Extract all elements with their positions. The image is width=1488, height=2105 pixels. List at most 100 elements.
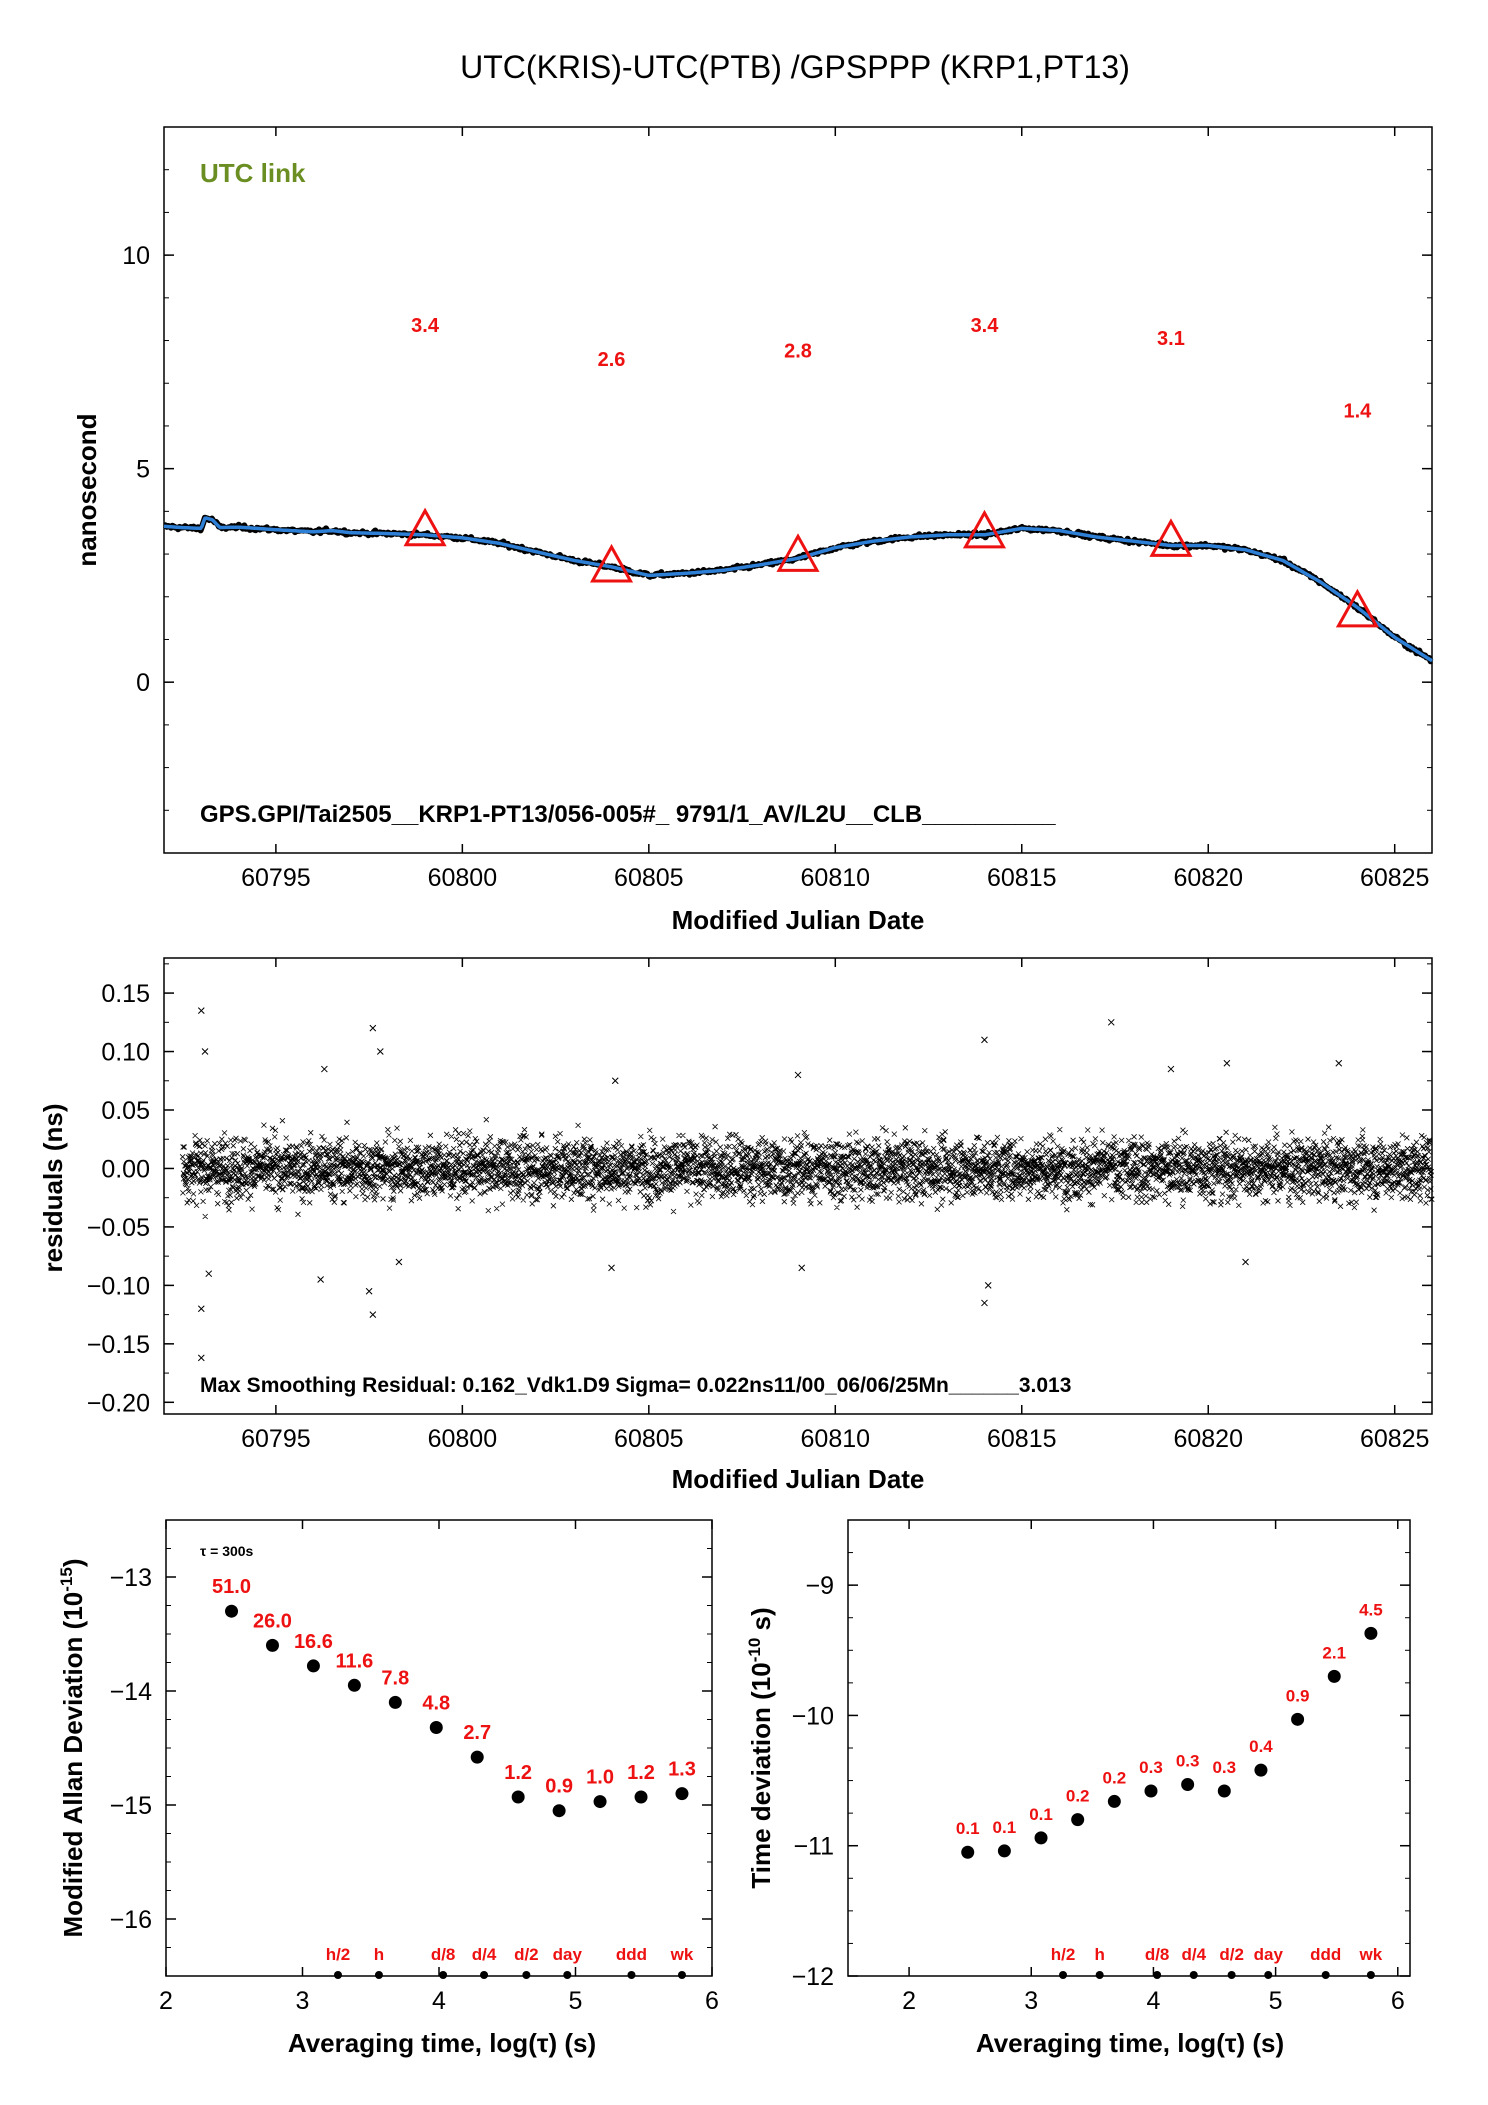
residuals-plot-frame: [163, 957, 1433, 1415]
deviation-value-label: 1.3: [668, 1759, 696, 1781]
time-mark-dot: [627, 1971, 636, 1979]
deviation-point: [675, 1787, 689, 1801]
deviation-value-label: 1.0: [586, 1767, 614, 1789]
triangle-marker: [403, 507, 447, 547]
offset-x-axis-label: Modified Julian Date: [672, 905, 925, 935]
x-tick-label: 6: [1391, 1987, 1405, 2015]
x-tick-label: 4: [432, 1987, 446, 2015]
y-tick-label: −10: [792, 1702, 834, 1730]
residual-outlier: [981, 1036, 988, 1044]
time-mark-label: ddd: [616, 1945, 647, 1964]
time-mark-label: wk: [670, 1945, 694, 1964]
deviation-value-label: 0.1: [956, 1819, 980, 1838]
deviation-point: [961, 1845, 975, 1859]
time-mark-label: d/2: [1219, 1945, 1244, 1964]
time-mark-label: day: [1254, 1945, 1284, 1964]
time-mark-dot: [1059, 1971, 1068, 1979]
deviation-point: [1217, 1784, 1231, 1798]
deviation-point: [1291, 1712, 1305, 1726]
marker-value-label: 3.1: [1157, 328, 1185, 350]
deviation-point: [1327, 1669, 1341, 1683]
x-tick-label: 60820: [1173, 864, 1243, 892]
y-tick-label: 0.05: [101, 1097, 150, 1125]
tdev-plot-frame: [847, 1519, 1411, 1977]
offset-y-axis-label: nanosecond: [72, 413, 102, 566]
residual-outlier: [376, 1048, 384, 1055]
triangle-marker: [1149, 518, 1193, 557]
tdev-x-axis-label: Averaging time, log(τ) (s): [976, 2028, 1284, 2058]
y-tick-label: 0.10: [101, 1039, 150, 1067]
deviation-value-label: 4.5: [1359, 1600, 1383, 1619]
deviation-value-label: 0.1: [993, 1818, 1017, 1837]
triangle-marker: [962, 509, 1007, 549]
residual-outlier: [201, 1048, 209, 1055]
residual-outlier: [369, 1024, 377, 1032]
time-mark-label: h/2: [1051, 1945, 1076, 1964]
time-mark-label: d/8: [1145, 1945, 1170, 1964]
time-mark-label: h: [1094, 1945, 1104, 1964]
deviation-value-label: 11.6: [335, 1650, 373, 1672]
y-tick-label: 10: [122, 242, 150, 270]
deviation-value-label: 0.2: [1066, 1787, 1090, 1806]
deviation-value-label: 26.0: [253, 1610, 292, 1632]
x-tick-label: 60815: [987, 864, 1057, 892]
triangle-marker: [589, 543, 634, 583]
residual-outlier: [611, 1077, 619, 1085]
x-tick-label: 60825: [1360, 1425, 1430, 1453]
deviation-point: [347, 1678, 361, 1692]
y-tick-label: −0.05: [87, 1214, 150, 1242]
time-mark-dot: [333, 1971, 342, 1979]
deviation-point: [306, 1659, 320, 1673]
deviation-point: [593, 1795, 607, 1809]
x-tick-label: 3: [296, 1987, 310, 2015]
tau-note: τ = 300s: [200, 1543, 254, 1559]
residual-outlier: [1107, 1018, 1115, 1026]
time-mark-dot: [1264, 1971, 1273, 1979]
deviation-point: [1144, 1784, 1158, 1798]
deviation-value-label: 16.6: [294, 1631, 333, 1653]
y-tick-label: −11: [793, 1833, 834, 1861]
residual-outlier: [205, 1270, 213, 1278]
time-mark-label: wk: [1359, 1945, 1383, 1964]
residuals-y-axis-label: residuals (ns): [38, 1103, 68, 1272]
deviation-point: [1181, 1777, 1195, 1791]
time-mark-label: d/4: [472, 1945, 497, 1964]
mdev-x-axis-label: Averaging time, log(τ) (s): [288, 2028, 596, 2058]
deviation-value-label: 51.0: [212, 1576, 251, 1598]
deviation-value-label: 1.2: [627, 1762, 655, 1784]
time-mark-dot: [677, 1971, 686, 1979]
deviation-value-label: 4.8: [422, 1692, 450, 1714]
marker-value-label: 1.4: [1344, 400, 1373, 422]
deviation-value-label: 1.2: [504, 1762, 532, 1784]
time-mark-dot: [522, 1971, 531, 1979]
deviation-point: [1071, 1813, 1085, 1827]
time-mark-label: day: [553, 1945, 583, 1964]
deviation-value-label: 7.8: [381, 1667, 409, 1689]
deviation-value-label: 0.9: [545, 1776, 573, 1798]
residual-outlier: [369, 1311, 377, 1318]
marker-value-label: 3.4: [411, 315, 440, 337]
tdev-panel: 2 3 4 5 6 −12 −11 −10 −9 0.1 0.1 0.1 0.2 0.2 0.3 0.3 0.…: [745, 1519, 1411, 2058]
time-mark-dot: [374, 1971, 383, 1979]
y-tick-label: 0.00: [101, 1155, 150, 1183]
deviation-point: [552, 1804, 566, 1818]
deviation-point: [997, 1844, 1011, 1858]
residual-outlier: [1242, 1258, 1249, 1266]
y-tick-label: −15: [110, 1792, 152, 1820]
deviation-value-label: 0.3: [1139, 1758, 1163, 1777]
deviation-point: [1034, 1831, 1048, 1845]
x-tick-label: 60815: [987, 1425, 1057, 1453]
residual-outlier: [317, 1276, 324, 1283]
x-tick-label: 5: [1269, 1987, 1283, 2015]
y-tick-label: −12: [792, 1963, 834, 1991]
residual-outlier: [798, 1264, 806, 1272]
deviation-value-label: 0.1: [1029, 1805, 1053, 1824]
y-tick-label: −9: [805, 1572, 834, 1600]
offset-plot-frame: [163, 126, 1433, 854]
deviation-value-label: 2.7: [463, 1722, 491, 1744]
y-tick-label: −13: [110, 1564, 152, 1592]
y-tick-label: 5: [136, 456, 150, 484]
time-mark-dot: [1227, 1971, 1236, 1979]
x-tick-label: 4: [1146, 1987, 1160, 2015]
